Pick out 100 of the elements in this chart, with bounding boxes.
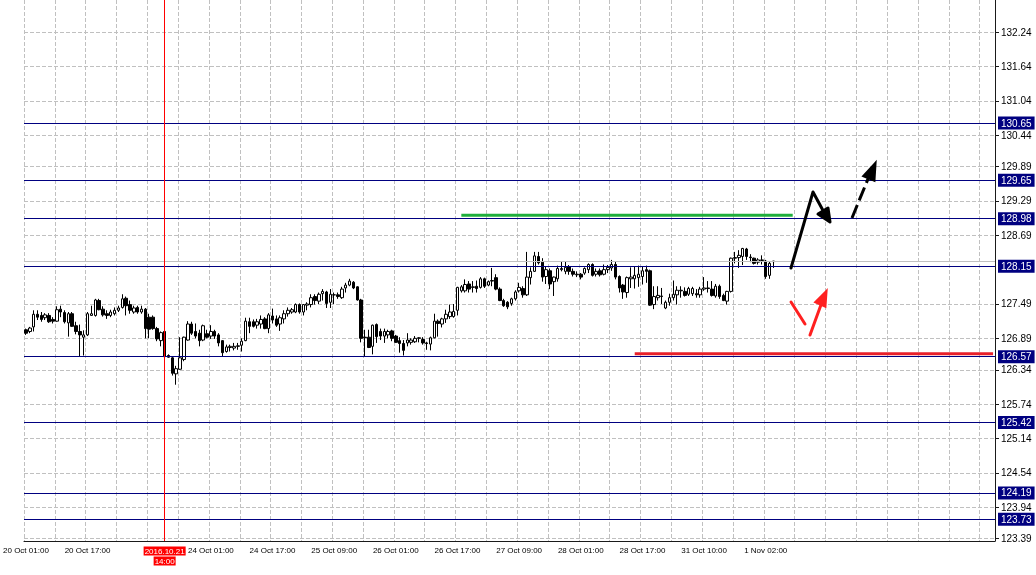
candlestick	[695, 288, 698, 299]
x-tick-label: 28 Oct 01:00	[557, 545, 605, 555]
candlestick	[490, 267, 494, 287]
y-tick-label: 126.89	[1001, 332, 1033, 344]
ref-line-label: 126.57	[1001, 351, 1033, 363]
candlestick	[329, 288, 332, 309]
candlestick	[383, 328, 386, 344]
candlestick	[309, 293, 313, 308]
candlestick	[475, 280, 478, 294]
y-tick-label: 129.89	[1001, 161, 1033, 173]
x-tick-label: 1 Nov 02:00	[744, 545, 788, 555]
candlestick	[109, 309, 112, 318]
candlestick	[209, 324, 213, 340]
candlestick	[606, 264, 610, 274]
candlestick	[263, 316, 267, 330]
candlestick	[718, 284, 721, 300]
x-tick-label: 2016.10.21 14:00	[144, 547, 186, 566]
candlestick	[290, 307, 294, 315]
candlestick	[683, 286, 687, 298]
x-tick-label: 24 Oct 01:00	[187, 545, 235, 555]
x-tick-label: 28 Oct 17:00	[619, 545, 666, 555]
y-tick-label: 129.29	[1001, 195, 1033, 207]
candlestick	[456, 286, 459, 316]
y-tick-label: 132.24	[1001, 26, 1033, 38]
candlestick	[506, 300, 509, 310]
candlestick	[525, 251, 529, 297]
candlestick	[228, 344, 232, 353]
ref-line-label: 124.19	[1001, 487, 1033, 499]
candlestick	[602, 263, 606, 276]
candlestick	[452, 303, 455, 319]
x-tick-label: 26 Oct 01:00	[372, 545, 420, 555]
y-tick-label: 130.44	[1001, 129, 1033, 141]
candlestick	[232, 342, 236, 351]
candlestick	[43, 312, 47, 321]
ref-line-label: 123.73	[1001, 513, 1033, 525]
candlestick	[567, 264, 571, 276]
ref-line-label: 125.42	[1001, 417, 1033, 428]
ref-line-label: 129.65	[1001, 174, 1033, 186]
candlestick	[124, 296, 128, 316]
y-tick-label: 125.14	[1001, 433, 1033, 445]
candlestick	[67, 311, 70, 338]
candlestick	[425, 341, 428, 351]
candlestick	[371, 324, 374, 355]
candlestick	[313, 293, 317, 306]
candlestick	[575, 270, 579, 278]
candlestick	[571, 268, 575, 278]
candlestick	[467, 280, 471, 294]
candlestick	[94, 298, 97, 318]
candlestick	[47, 312, 51, 324]
candlestick	[132, 305, 136, 315]
candlestick	[225, 344, 228, 354]
candlestick	[479, 276, 482, 290]
candlestick	[745, 247, 748, 261]
x-tick-label: 20 Oct 17:00	[64, 545, 112, 555]
candlestick	[706, 280, 710, 294]
candlestick	[417, 336, 421, 343]
candlestick	[641, 266, 644, 286]
ref-line-label: 128.15	[1001, 260, 1033, 272]
y-tick-label: 123.94	[1001, 501, 1033, 513]
candlestick	[205, 329, 209, 339]
candlestick	[421, 336, 425, 346]
candlestick	[714, 283, 717, 299]
candlestick	[325, 290, 328, 309]
candlestick	[240, 337, 243, 353]
candlestick	[113, 306, 116, 316]
candlestick	[236, 342, 240, 351]
candlestick	[660, 287, 663, 305]
candlestick	[768, 261, 771, 280]
candlestick	[633, 266, 636, 290]
candlestick	[741, 247, 744, 266]
candlestick	[294, 302, 297, 314]
ref-line-label: 128.98	[1001, 213, 1033, 225]
candlestick	[255, 318, 259, 330]
candlestick	[675, 285, 679, 306]
candlestick	[737, 249, 741, 269]
candlestick	[687, 286, 690, 297]
candlestick	[398, 336, 401, 354]
candlestick	[564, 261, 567, 275]
candlestick	[40, 311, 43, 323]
x-tick-label: 20 Oct 01:00	[3, 545, 50, 555]
candlestick	[637, 265, 640, 288]
candlestick	[128, 300, 132, 315]
candlestick	[463, 278, 467, 294]
candlestick	[448, 304, 452, 320]
x-tick-label: 24 Oct 17:00	[249, 545, 296, 555]
x-tick-label: 25 Oct 09:00	[311, 545, 358, 555]
y-tick-label: 126.34	[1001, 364, 1033, 376]
ref-line-label: 130.65	[1001, 117, 1033, 129]
y-tick-label: 131.04	[1001, 95, 1033, 107]
candlestick	[591, 262, 594, 278]
candlestick	[691, 286, 694, 297]
candlestick	[710, 280, 714, 298]
candlestick	[471, 280, 475, 294]
candlestick	[317, 292, 321, 305]
candlestick	[144, 307, 147, 339]
y-tick-label: 128.69	[1001, 229, 1033, 241]
candlestick	[598, 268, 602, 278]
candlestick	[672, 280, 675, 302]
candlestick	[444, 309, 448, 324]
y-tick-label: 131.64	[1001, 60, 1033, 72]
